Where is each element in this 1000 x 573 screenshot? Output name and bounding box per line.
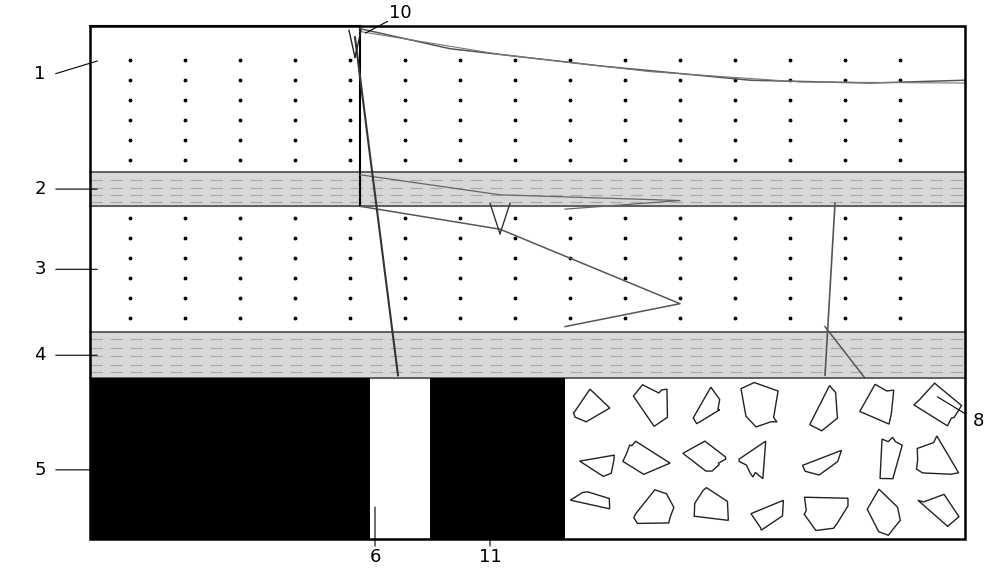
Text: 1: 1	[34, 65, 46, 84]
Text: 8: 8	[972, 412, 984, 430]
Bar	[430, 378, 565, 539]
Text: 4: 4	[34, 346, 46, 364]
Polygon shape	[683, 441, 726, 471]
Polygon shape	[918, 494, 959, 526]
Bar	[90, 378, 370, 539]
Polygon shape	[573, 389, 610, 422]
Polygon shape	[741, 383, 778, 427]
Polygon shape	[914, 383, 962, 426]
Text: 6: 6	[369, 548, 381, 566]
Polygon shape	[693, 387, 720, 423]
Polygon shape	[623, 441, 670, 474]
Polygon shape	[580, 455, 614, 476]
Polygon shape	[810, 386, 837, 431]
Polygon shape	[694, 488, 728, 520]
Polygon shape	[751, 500, 783, 530]
Polygon shape	[633, 385, 667, 426]
Text: 11: 11	[479, 548, 501, 566]
Text: 2: 2	[34, 180, 46, 198]
Polygon shape	[917, 436, 959, 474]
Polygon shape	[802, 450, 841, 475]
Polygon shape	[860, 384, 894, 424]
Text: 3: 3	[34, 260, 46, 278]
Polygon shape	[880, 437, 902, 478]
Bar	[90, 26, 965, 539]
Polygon shape	[867, 489, 900, 535]
Text: 10: 10	[389, 3, 411, 22]
Polygon shape	[804, 497, 848, 531]
Polygon shape	[570, 492, 610, 509]
Polygon shape	[739, 441, 766, 478]
Text: 5: 5	[34, 461, 46, 479]
Polygon shape	[634, 490, 674, 524]
